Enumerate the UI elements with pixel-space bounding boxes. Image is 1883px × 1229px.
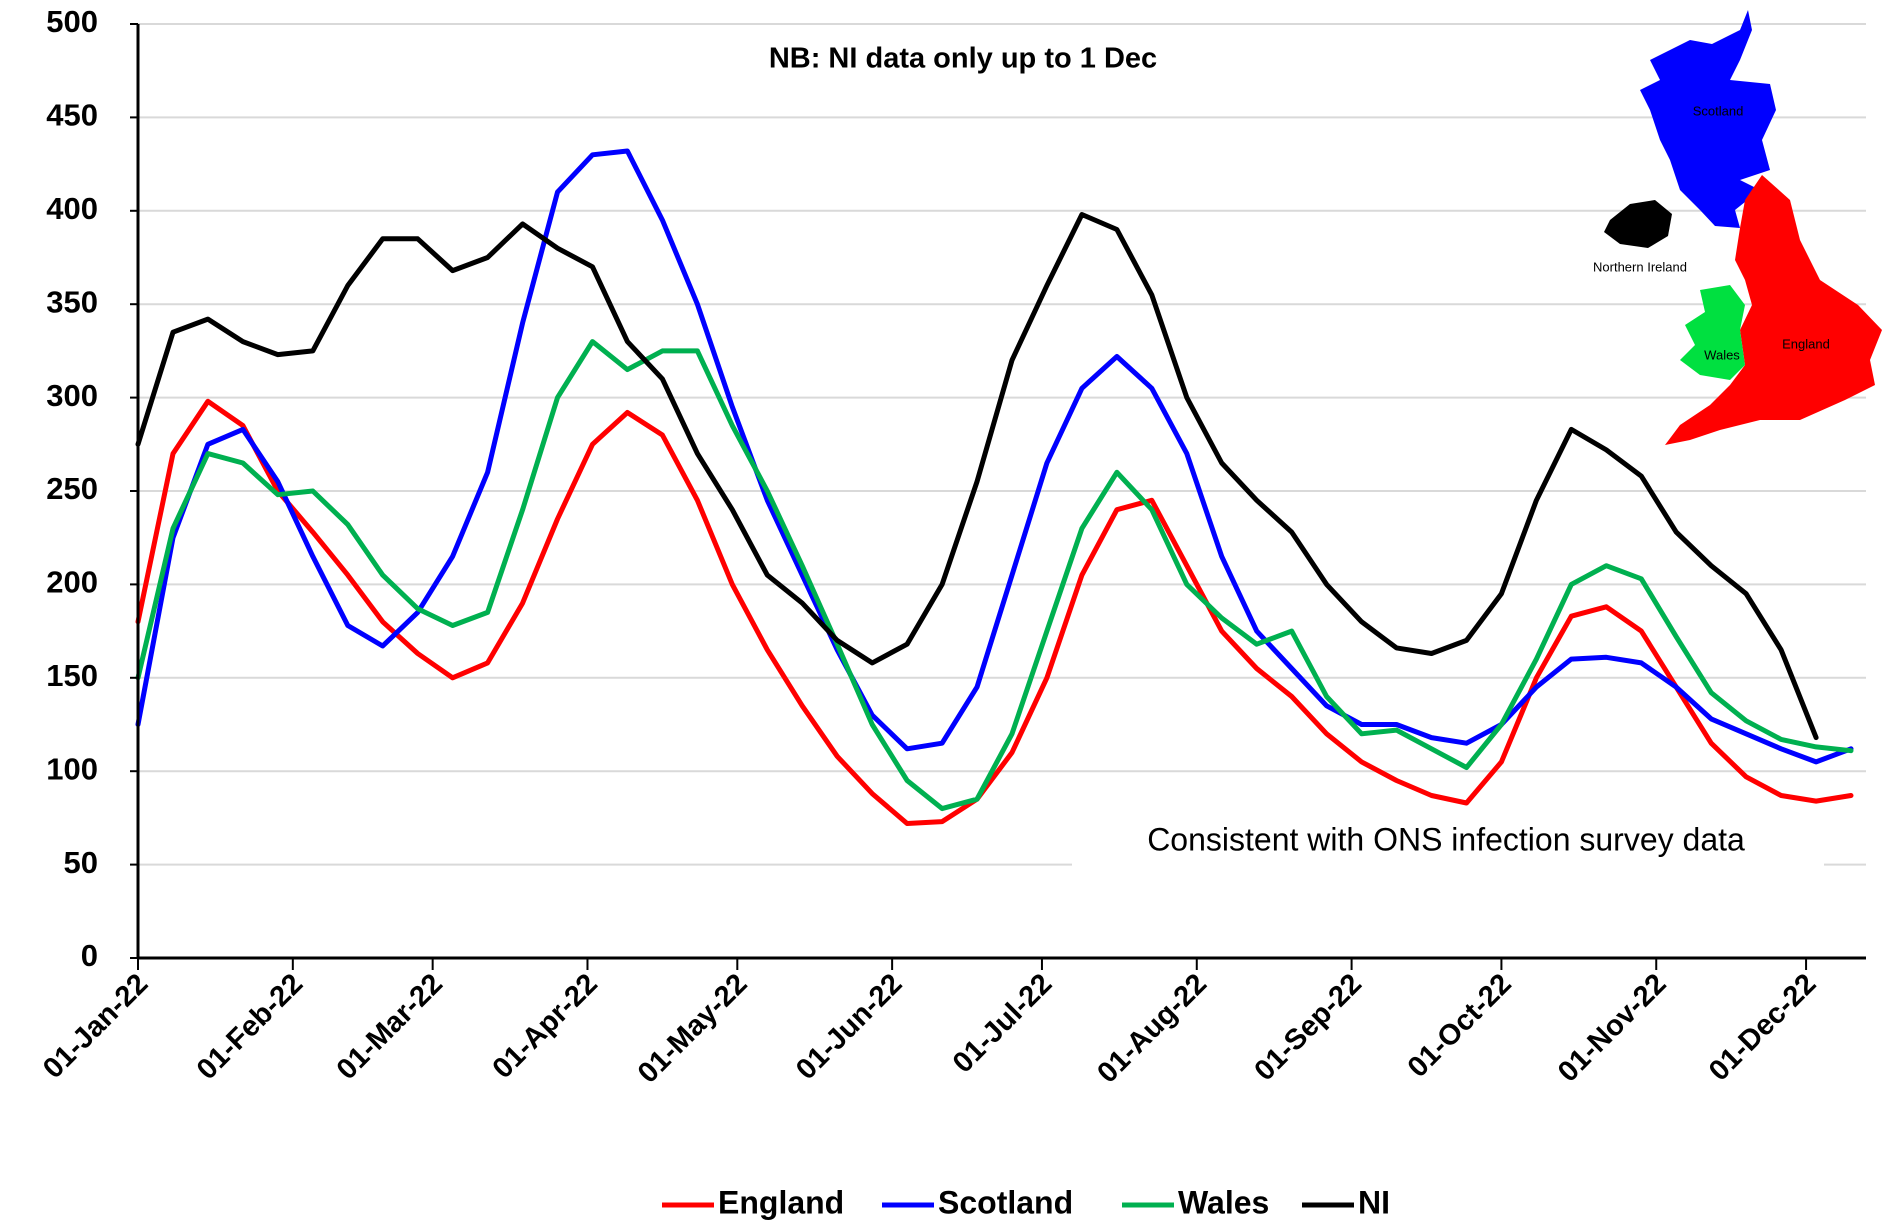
map-label: Wales (1704, 347, 1740, 362)
map-label: England (1782, 336, 1830, 351)
x-tick-label: 01-Feb-22 (191, 968, 309, 1086)
x-tick-label: 01-May-22 (632, 968, 754, 1090)
series-line (135, 398, 1854, 826)
y-tick-label: 500 (46, 4, 98, 39)
england-shape (1665, 175, 1882, 445)
annotation: NB: NI data only up to 1 Dec (769, 43, 1157, 75)
y-tick-label: 450 (46, 98, 98, 133)
x-tick-label: 01-Nov-22 (1552, 968, 1673, 1089)
x-tick-label: 01-Jun-22 (790, 968, 908, 1086)
lines (135, 148, 1854, 826)
wales-shape (1680, 285, 1745, 380)
scotland-shape (1640, 10, 1776, 228)
y-tick-label: 200 (46, 565, 98, 600)
x-tick-label: 01-Apr-22 (487, 968, 604, 1085)
legend: England Scotland Wales NI (662, 1184, 1390, 1220)
legend-label: NI (1358, 1184, 1390, 1220)
annotation-box (1072, 815, 1824, 871)
y-tick-label: 50 (64, 845, 98, 880)
annotation-box (702, 26, 1230, 94)
y-tick-label: 300 (46, 378, 98, 413)
x-tick-label: 01-Jul-22 (947, 968, 1059, 1080)
grid (138, 23, 1866, 959)
map-label: Northern Ireland (1593, 259, 1687, 274)
y-tick-label: 100 (46, 751, 98, 786)
legend-label: Wales (1178, 1184, 1269, 1220)
map-label: Scotland (1693, 103, 1744, 118)
x-tick-label: 01-Aug-22 (1091, 968, 1213, 1090)
y-tick-label: 250 (46, 471, 98, 506)
axes: 0 50 100 150 200 250 300 350 400 450 500 01-Jan-22 0… (37, 4, 1866, 1090)
x-tick-label: 01-Oct-22 (1402, 968, 1518, 1084)
series-line (135, 212, 1819, 741)
uk-map (1604, 10, 1882, 445)
legend-label: England (718, 1184, 844, 1220)
y-tick-label: 150 (46, 658, 98, 693)
y-tick-label: 350 (46, 284, 98, 319)
y-tick-label: 400 (46, 191, 98, 226)
annotation: Consistent with ONS infection survey dat… (1147, 821, 1745, 857)
x-tick-label: 01-Sep-22 (1248, 968, 1368, 1088)
x-tick-label: 01-Dec-22 (1703, 968, 1823, 1088)
series-line (135, 148, 1854, 765)
y-tick-label: 0 (81, 938, 98, 973)
series-line (135, 339, 1854, 812)
x-tick-label: 01-Jan-22 (37, 968, 154, 1085)
x-tick-label: 01-Mar-22 (331, 968, 449, 1086)
legend-label: Scotland (938, 1184, 1073, 1220)
ni-shape (1604, 200, 1672, 248)
